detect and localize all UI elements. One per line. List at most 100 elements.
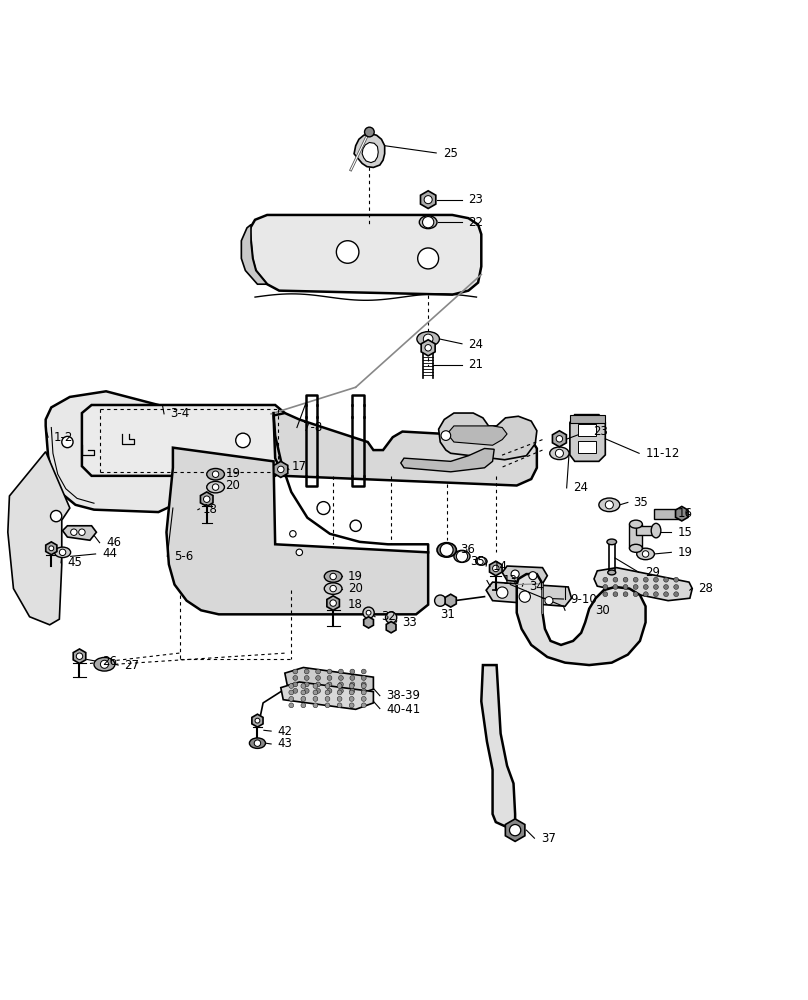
Text: 33: 33 bbox=[402, 616, 417, 629]
Text: 30: 30 bbox=[595, 604, 609, 617]
Circle shape bbox=[642, 551, 649, 557]
Text: 46: 46 bbox=[106, 536, 121, 549]
Polygon shape bbox=[386, 622, 396, 633]
Circle shape bbox=[292, 676, 297, 680]
Circle shape bbox=[613, 592, 618, 597]
Circle shape bbox=[313, 684, 318, 688]
Polygon shape bbox=[486, 582, 571, 606]
Circle shape bbox=[316, 676, 321, 680]
Circle shape bbox=[623, 592, 628, 597]
Circle shape bbox=[51, 510, 61, 522]
Circle shape bbox=[441, 431, 451, 440]
Circle shape bbox=[292, 682, 297, 687]
Circle shape bbox=[497, 587, 508, 598]
Polygon shape bbox=[166, 448, 428, 614]
Circle shape bbox=[78, 529, 85, 535]
Polygon shape bbox=[449, 426, 507, 445]
Circle shape bbox=[213, 471, 219, 477]
Circle shape bbox=[603, 577, 608, 582]
Circle shape bbox=[330, 600, 336, 606]
Text: 21: 21 bbox=[469, 358, 483, 371]
Ellipse shape bbox=[629, 544, 642, 552]
Text: 24: 24 bbox=[469, 338, 483, 351]
Polygon shape bbox=[505, 819, 525, 841]
Circle shape bbox=[478, 557, 486, 565]
Circle shape bbox=[361, 696, 366, 701]
Text: 40-41: 40-41 bbox=[386, 703, 420, 716]
Text: 24: 24 bbox=[573, 481, 588, 494]
Circle shape bbox=[349, 696, 354, 701]
Circle shape bbox=[305, 682, 309, 687]
Circle shape bbox=[613, 577, 618, 582]
Circle shape bbox=[327, 682, 332, 687]
Circle shape bbox=[301, 703, 305, 708]
Circle shape bbox=[424, 196, 432, 204]
Circle shape bbox=[435, 595, 446, 606]
Text: 37: 37 bbox=[541, 832, 556, 845]
Polygon shape bbox=[570, 415, 605, 423]
Circle shape bbox=[288, 696, 293, 701]
Circle shape bbox=[556, 436, 562, 442]
Polygon shape bbox=[578, 441, 595, 453]
Ellipse shape bbox=[324, 583, 342, 594]
Text: 35: 35 bbox=[470, 555, 485, 568]
Circle shape bbox=[663, 592, 668, 597]
Ellipse shape bbox=[608, 570, 616, 575]
Circle shape bbox=[292, 669, 297, 674]
Circle shape bbox=[339, 669, 343, 674]
Circle shape bbox=[350, 669, 355, 674]
Circle shape bbox=[654, 585, 659, 589]
Ellipse shape bbox=[549, 447, 569, 460]
Circle shape bbox=[603, 585, 608, 589]
Polygon shape bbox=[490, 561, 502, 576]
Circle shape bbox=[633, 592, 638, 597]
Circle shape bbox=[361, 703, 366, 708]
Circle shape bbox=[316, 688, 321, 693]
Circle shape bbox=[278, 466, 284, 473]
Circle shape bbox=[457, 551, 468, 562]
Circle shape bbox=[339, 682, 343, 687]
Circle shape bbox=[49, 546, 53, 551]
Circle shape bbox=[301, 684, 305, 688]
Circle shape bbox=[330, 585, 336, 592]
Circle shape bbox=[425, 345, 431, 351]
Text: 43: 43 bbox=[278, 737, 292, 750]
Polygon shape bbox=[445, 594, 457, 607]
Ellipse shape bbox=[207, 468, 225, 480]
Text: 25: 25 bbox=[443, 147, 457, 160]
Polygon shape bbox=[439, 413, 537, 460]
Polygon shape bbox=[274, 461, 288, 477]
Circle shape bbox=[337, 690, 342, 695]
Text: 16: 16 bbox=[678, 507, 692, 520]
Circle shape bbox=[663, 585, 668, 589]
Circle shape bbox=[545, 597, 553, 605]
Circle shape bbox=[325, 684, 330, 688]
Circle shape bbox=[288, 690, 293, 695]
Polygon shape bbox=[401, 448, 494, 472]
Circle shape bbox=[605, 501, 613, 509]
Circle shape bbox=[288, 684, 293, 688]
Text: 26: 26 bbox=[102, 655, 117, 668]
Circle shape bbox=[100, 660, 108, 668]
Circle shape bbox=[555, 449, 563, 457]
Polygon shape bbox=[482, 665, 516, 826]
Polygon shape bbox=[252, 714, 263, 727]
Circle shape bbox=[59, 549, 65, 556]
Circle shape bbox=[361, 682, 366, 687]
Text: 18: 18 bbox=[203, 503, 217, 516]
Polygon shape bbox=[285, 667, 373, 695]
Circle shape bbox=[327, 688, 332, 693]
Text: 38-39: 38-39 bbox=[386, 689, 420, 702]
Text: 17: 17 bbox=[291, 460, 306, 473]
Circle shape bbox=[350, 688, 355, 693]
Text: 27: 27 bbox=[124, 659, 140, 672]
Bar bbox=[629, 524, 642, 548]
Text: 11-12: 11-12 bbox=[646, 447, 680, 460]
Circle shape bbox=[61, 436, 73, 448]
Polygon shape bbox=[274, 413, 537, 486]
Ellipse shape bbox=[54, 547, 70, 558]
Circle shape bbox=[325, 703, 330, 708]
Circle shape bbox=[204, 496, 210, 502]
Circle shape bbox=[316, 682, 321, 687]
Circle shape bbox=[654, 592, 659, 597]
